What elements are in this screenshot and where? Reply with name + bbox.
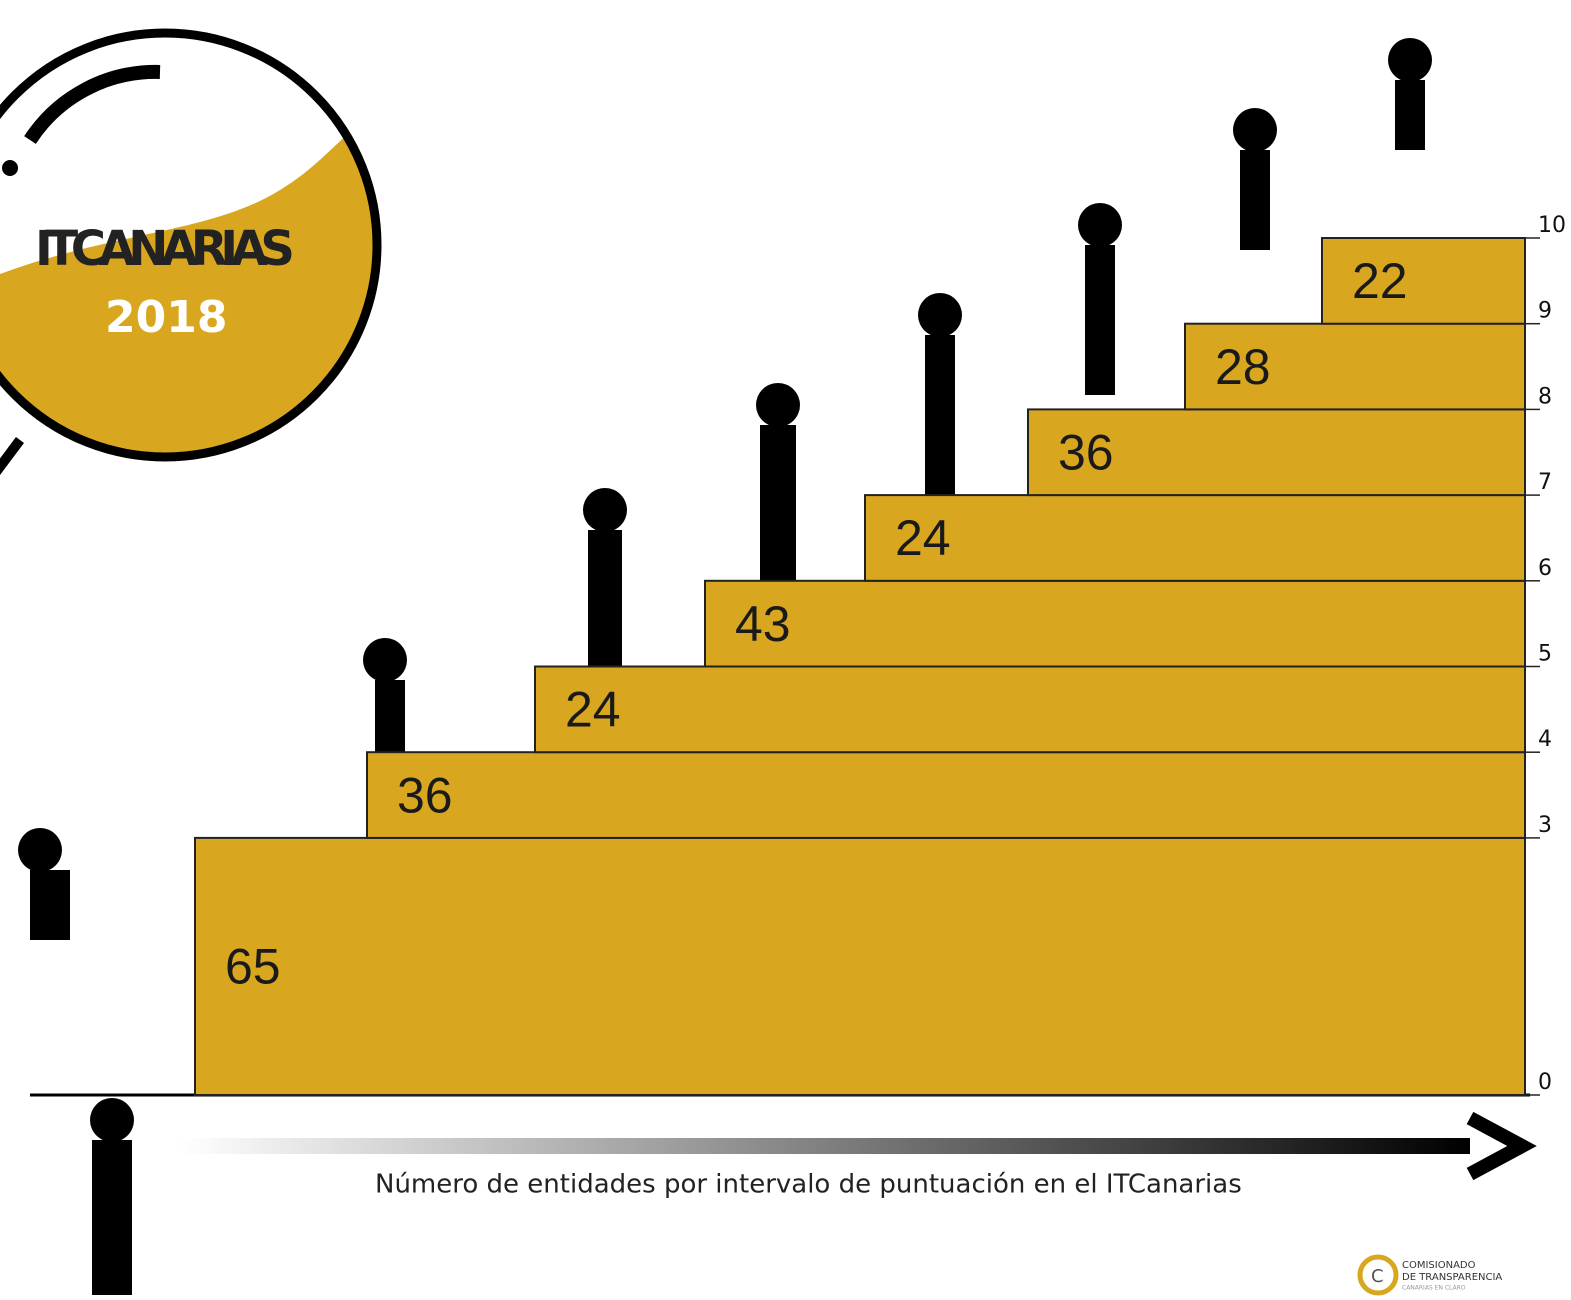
arrow-head [1470, 1118, 1522, 1174]
step [705, 581, 1525, 667]
infographic: ITCANARIAS 2018 Número de entidades por … [0, 0, 1571, 1300]
y-tick-label: 7 [1538, 470, 1552, 495]
y-tick-label: 5 [1538, 642, 1552, 667]
step [367, 752, 1525, 838]
y-tick-label: 8 [1538, 384, 1552, 409]
subtitle: 2018 [105, 292, 227, 343]
count-label: 36 [1058, 424, 1114, 480]
step [865, 495, 1525, 581]
logo: C COMISIONADO DE TRANSPARENCIA CANARIAS … [1360, 1257, 1502, 1293]
x-label: Número de entidades por intervalo de pun… [375, 1170, 1242, 1200]
logo-text: CANARIAS EN CLARO [1402, 1285, 1466, 1292]
step [195, 838, 1525, 1095]
y-tick-label: 0 [1538, 1070, 1552, 1095]
logo-text: COMISIONADO [1402, 1260, 1476, 1271]
count-label: 24 [895, 510, 951, 566]
logo-text: DE TRANSPARENCIA [1402, 1272, 1502, 1283]
y-tick-label: 4 [1538, 727, 1552, 752]
count-label: 43 [735, 596, 791, 652]
count-label: 22 [1352, 253, 1408, 309]
count-label: 36 [397, 767, 453, 823]
step [535, 667, 1525, 753]
y-tick-label: 6 [1538, 556, 1552, 581]
count-label: 28 [1215, 339, 1271, 395]
title: ITCANARIAS [35, 221, 295, 277]
count-label: 24 [565, 682, 621, 738]
y-tick-label: 9 [1538, 299, 1552, 324]
y-tick-label: 3 [1538, 813, 1552, 838]
logo-c: C [1371, 1266, 1384, 1287]
y-tick-label: 10 [1538, 213, 1566, 238]
arrow-shaft [180, 1138, 1470, 1154]
count-label: 65 [225, 939, 281, 995]
